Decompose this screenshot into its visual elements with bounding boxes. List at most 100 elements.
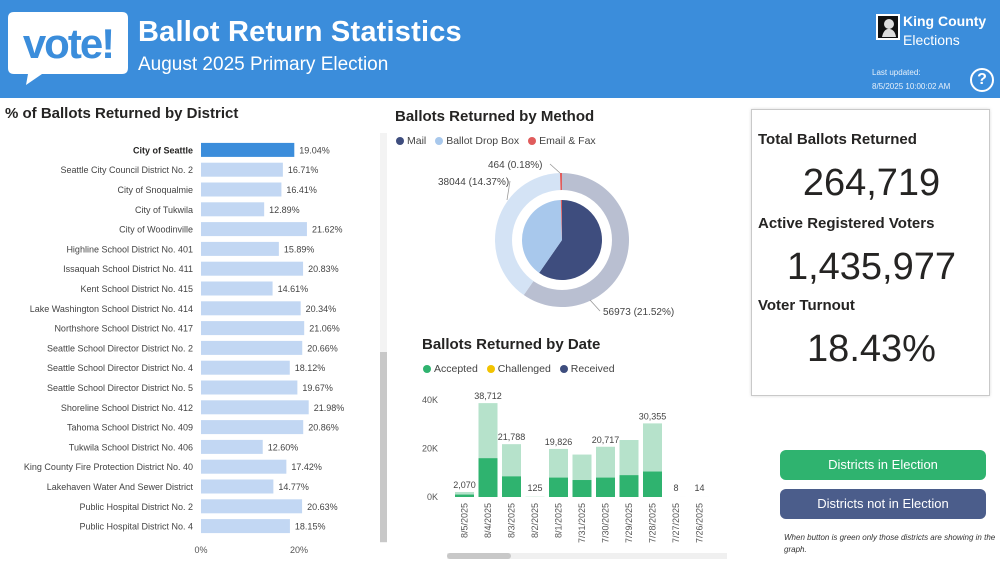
district-value-city-of-tukwila: 12.89%	[269, 205, 300, 215]
date-xtick-7-29-2025: 7/29/2025	[624, 503, 634, 543]
date-chart-title: Ballots Returned by Date	[422, 336, 601, 353]
date-total-8-4-2025: 38,712	[474, 391, 502, 401]
district-value-city-of-snoqualmie: 16.41%	[286, 185, 317, 195]
district-label-seattle-school-director-district-no-5: Seattle School Director District No. 5	[47, 383, 193, 393]
district-bar-kent-school-district-no-415	[201, 281, 273, 296]
donut-label-mail: 56973 (21.52%)	[603, 307, 674, 318]
legend-label-received: Received	[570, 363, 615, 375]
date-xtick-8-5-2025: 8/5/2025	[460, 503, 470, 538]
date-xtick-7-31-2025: 7/31/2025	[577, 503, 587, 543]
district-value-northshore-school-district-no-417: 21.06%	[309, 324, 340, 334]
legend-item-mail[interactable]: Mail	[396, 135, 426, 147]
donut-label-email-fax: 464 (0.18%)	[488, 160, 542, 171]
help-icon[interactable]: ?	[970, 68, 994, 92]
date-total-7-27-2025: 8	[673, 483, 678, 493]
district-bar-seattle-city-council-district-no-2	[201, 162, 283, 177]
district-label-highline-school-district-no-401: Highline School District No. 401	[66, 244, 193, 254]
district-value-highline-school-district-no-401: 15.89%	[284, 244, 315, 254]
legend-item-received[interactable]: Received	[559, 363, 615, 375]
district-value-city-of-seattle: 19.04%	[299, 145, 330, 155]
page-title: Ballot Return Statistics	[138, 16, 462, 48]
registered-voters-label: Active Registered Voters	[758, 215, 935, 232]
date-total-8-5-2025: 2,070	[453, 480, 476, 490]
district-value-public-hospital-district-no-2: 20.63%	[307, 502, 338, 512]
date-bar-accepted-8-5-2025	[455, 494, 474, 497]
last-updated-label: Last updated:	[872, 68, 921, 77]
date-ytick-1: 20K	[422, 444, 438, 454]
district-label-kent-school-district-no-415: Kent School District No. 415	[80, 284, 193, 294]
date-xtick-7-30-2025: 7/30/2025	[601, 503, 611, 543]
date-ytick-0: 0K	[427, 492, 438, 502]
district-value-king-county-fire-protection-district-no-40: 17.42%	[291, 462, 322, 472]
district-value-seattle-school-director-district-no-4: 18.12%	[295, 363, 326, 373]
donut-label-ballot-drop-box: 38044 (14.37%)	[438, 177, 509, 188]
date-total-8-2-2025: 125	[527, 483, 542, 493]
district-bar-public-hospital-district-no-2	[201, 499, 303, 514]
district-bar-tahoma-school-district-no-409	[201, 420, 304, 435]
method-donut-chart: 56973 (21.52%) 38044 (14.37%) 464 (0.18%)	[438, 160, 674, 318]
date-scrollbar-thumb[interactable]	[447, 553, 511, 559]
district-label-city-of-snoqualmie: City of Snoqualmie	[117, 185, 193, 195]
district-label-city-of-woodinville: City of Woodinville	[119, 225, 193, 235]
legend-item-drop-box[interactable]: Ballot Drop Box	[435, 135, 519, 147]
district-bar-shoreline-school-district-no-412	[201, 400, 309, 415]
donut-inner-mail	[539, 200, 602, 280]
district-label-city-of-tukwila: City of Tukwila	[135, 205, 193, 215]
district-label-seattle-school-director-district-no-2: Seattle School Director District No. 2	[47, 343, 193, 353]
date-bar-accepted-8-1-2025	[549, 477, 568, 497]
district-label-lakehaven-water-and-sewer-district: Lakehaven Water And Sewer District	[47, 482, 194, 492]
button-note: When button is green only those district…	[784, 533, 996, 554]
district-bar-issaquah-school-district-no-411	[201, 261, 304, 276]
district-label-northshore-school-district-no-417: Northshore School District No. 417	[54, 324, 193, 334]
legend-item-challenged[interactable]: Challenged	[486, 363, 551, 375]
district-bar-lakehaven-water-and-sewer-district	[201, 479, 274, 494]
total-ballots-label: Total Ballots Returned	[758, 131, 917, 148]
header-bar: vote! Ballot Return Statistics August 20…	[0, 0, 1000, 98]
date-bar-received-8-5-2025	[455, 491, 474, 497]
date-xtick-7-28-2025: 7/28/2025	[648, 503, 658, 543]
district-label-tukwila-school-district-no-406: Tukwila School District No. 406	[69, 442, 193, 452]
district-value-lakehaven-water-and-sewer-district: 14.77%	[278, 482, 309, 492]
king-county-logo: King County Elections	[876, 14, 988, 52]
legend-label-email-fax: Email & Fax	[539, 135, 596, 147]
district-bar-tukwila-school-district-no-406	[201, 439, 263, 454]
legend-label-challenged: Challenged	[497, 363, 551, 375]
district-bar-city-of-tukwila	[201, 202, 265, 217]
district-label-seattle-school-director-district-no-4: Seattle School Director District No. 4	[47, 363, 193, 373]
district-scrollbar-thumb[interactable]	[380, 352, 387, 542]
district-value-shoreline-school-district-no-412: 21.98%	[314, 403, 345, 413]
district-bar-seattle-school-director-district-no-5	[201, 380, 298, 395]
districts-not-in-election-button[interactable]: Districts not in Election	[780, 489, 986, 519]
legend-item-email-fax[interactable]: Email & Fax	[528, 135, 596, 147]
legend-label-mail: Mail	[407, 135, 427, 147]
district-bar-seattle-school-director-district-no-2	[201, 340, 303, 355]
org-name: King County	[903, 13, 987, 29]
date-legend: Accepted Challenged Received	[423, 363, 621, 375]
date-total-8-1-2025: 19,826	[545, 437, 573, 447]
registered-voters-value: 1,435,977	[786, 246, 957, 288]
districts-in-election-button[interactable]: Districts in Election	[780, 450, 986, 480]
district-value-lake-washington-school-district-no-414: 20.34%	[306, 304, 337, 314]
date-total-7-30-2025: 20,717	[592, 435, 620, 445]
donut-leader-email-fax	[549, 163, 561, 174]
org-unit: Elections	[903, 32, 960, 48]
district-label-seattle-city-council-district-no-2: Seattle City Council District No. 2	[60, 165, 193, 175]
district-label-lake-washington-school-district-no-414: Lake Washington School District No. 414	[30, 304, 193, 314]
district-scrollbar-track[interactable]	[380, 133, 387, 543]
kpi-card: Total Ballots Returned 264,719 Active Re…	[751, 109, 990, 396]
district-value-tukwila-school-district-no-406: 12.60%	[268, 442, 299, 452]
district-xtick-1: 20%	[290, 545, 308, 555]
page-subtitle: August 2025 Primary Election	[138, 54, 389, 75]
date-bar-accepted-7-31-2025	[572, 480, 592, 497]
district-value-public-hospital-district-no-4: 18.15%	[295, 522, 326, 532]
date-total-7-26-2025: 14	[694, 483, 704, 493]
date-bar-accepted-7-29-2025	[619, 475, 639, 497]
legend-item-accepted[interactable]: Accepted	[423, 363, 478, 375]
date-xtick-7-26-2025: 7/26/2025	[695, 503, 705, 543]
donut-leader-mail	[589, 299, 601, 312]
vote-logo-icon: vote!	[8, 12, 128, 85]
donut-inner-email-fax	[560, 200, 562, 240]
date-scrollbar-track[interactable]	[447, 553, 727, 559]
district-value-seattle-school-director-district-no-5: 19.67%	[302, 383, 333, 393]
